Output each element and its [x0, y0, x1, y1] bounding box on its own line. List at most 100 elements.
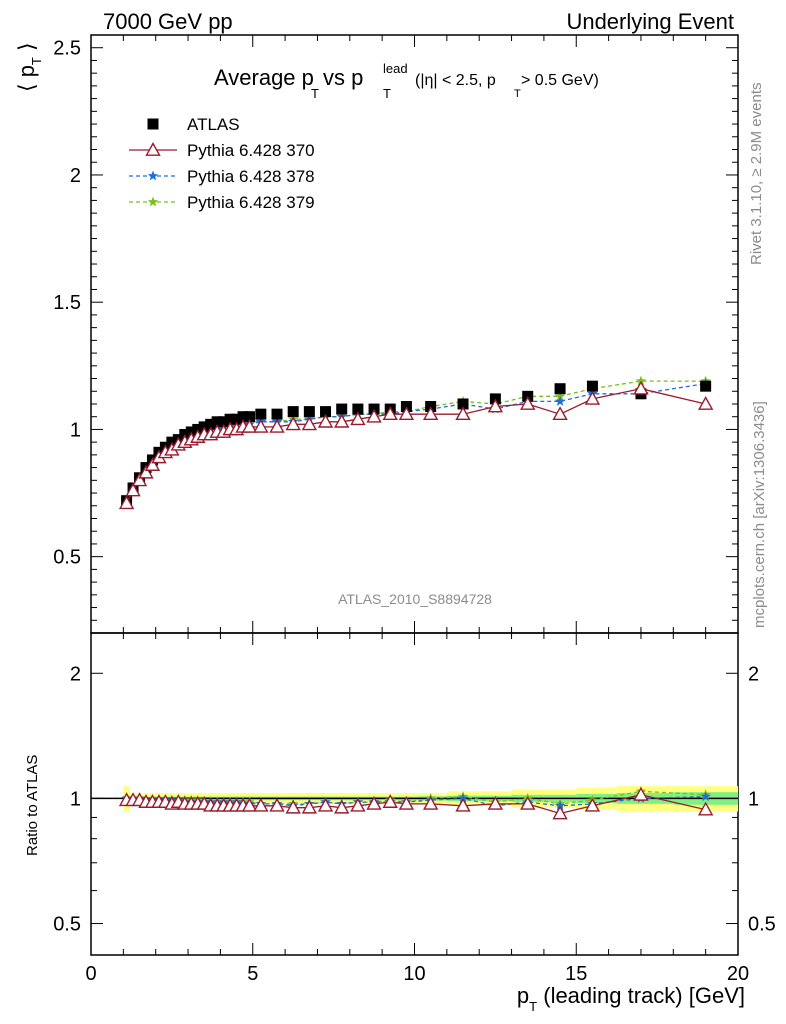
marker-triangle — [398, 795, 415, 810]
main-ytick-label: 2 — [70, 165, 81, 187]
marker-triangle — [584, 390, 601, 405]
marker-triangle — [584, 797, 601, 812]
marker-star — [554, 390, 566, 401]
marker-triangle — [241, 418, 258, 433]
marker-triangle — [253, 797, 269, 812]
title-cuts-a: (|η| < 2.5, p — [415, 72, 496, 89]
main-ytick-label: 2.5 — [53, 38, 81, 60]
side-label-mcplots: mcplots.cern.ch [arXiv:1306.3436] — [751, 401, 768, 628]
marker-triangle — [520, 396, 536, 410]
marker-triangle — [487, 795, 504, 810]
marker-triangle — [241, 797, 258, 812]
marker-triangle — [334, 799, 350, 814]
xtick-label: 20 — [727, 963, 749, 985]
marker-triangle — [422, 406, 439, 421]
xlabel-sub: T — [529, 999, 537, 1014]
series-pythia-6-428-378 — [121, 378, 711, 506]
marker-triangle — [697, 396, 714, 410]
title-cuts-b: > 0.5 GeV) — [521, 72, 599, 89]
header-left: 7000 GeV pp — [103, 9, 233, 34]
marker-triangle — [366, 408, 382, 423]
main-ytick-label: 0.5 — [53, 547, 81, 569]
marker-triangle — [285, 799, 301, 814]
marker-triangle — [382, 406, 398, 421]
marker-triangle — [520, 795, 536, 810]
marker-triangle — [269, 418, 285, 433]
marker-star — [554, 395, 566, 406]
marker-triangle — [697, 801, 714, 816]
marker-triangle — [285, 416, 301, 431]
title-vs-sub: T — [383, 86, 391, 101]
legend-item: ATLAS — [147, 115, 240, 134]
marker-triangle — [301, 799, 318, 814]
marker-square — [586, 380, 598, 392]
xlabel: pT (leading track) [GeV] — [517, 983, 745, 1014]
marker-square — [271, 408, 283, 420]
marker-square — [352, 403, 364, 415]
title-main: Average p — [214, 65, 314, 90]
marker-triangle — [145, 142, 161, 156]
marker-triangle — [487, 398, 504, 413]
marker-star — [700, 791, 711, 802]
marker-triangle — [144, 457, 161, 471]
marker-triangle — [422, 795, 439, 810]
ratio-ytick-label: 1 — [70, 788, 81, 810]
xlabel-rest: (leading track) [GeV] — [537, 983, 745, 1008]
legend-label: Pythia 6.428 370 — [187, 141, 315, 160]
ratio-ytick-label-right: 2 — [748, 663, 759, 685]
legend: ATLAS Pythia 6.428 370 Pythia 6.428 378 Pyt… — [129, 115, 315, 212]
main-series — [118, 375, 714, 510]
marker-triangle — [633, 380, 649, 395]
title-vs-sup: lead — [383, 61, 408, 76]
marker-square — [231, 413, 243, 425]
ratio-ytick-label: 2 — [70, 663, 81, 685]
ylabel-ratio: Ratio to ATLAS — [24, 755, 41, 856]
ratio-ytick-label: 0.5 — [53, 914, 81, 936]
marker-square — [147, 118, 159, 130]
ratio-series — [118, 785, 714, 820]
ratio-ytick-label-right: 1 — [748, 788, 759, 810]
header-right: Underlying Event — [566, 9, 734, 34]
marker-triangle — [552, 406, 568, 421]
marker-square — [255, 408, 267, 420]
main-axis-ticks: 0.5 1 1.5 2 2.5 — [53, 34, 739, 633]
series-pythia-6-428-370 — [118, 380, 714, 510]
marker-triangle — [382, 794, 398, 808]
marker-triangle — [633, 786, 649, 801]
marker-square — [211, 416, 223, 428]
marker-triangle — [138, 464, 154, 479]
ylabel-main: ⟨ pT ⟩ — [14, 42, 44, 92]
marker-square — [244, 411, 256, 423]
title-vs: vs p — [323, 65, 363, 90]
marker-triangle — [366, 795, 382, 810]
marker-triangle — [552, 805, 568, 820]
xtick-label: 5 — [247, 963, 258, 985]
marker-square — [287, 406, 299, 418]
series-line — [126, 382, 706, 501]
xtick-label: 10 — [403, 963, 425, 985]
marker-triangle — [455, 797, 471, 812]
series-pythia-6-428-370 — [118, 786, 714, 820]
marker-square — [218, 416, 230, 428]
marker-triangle — [350, 797, 366, 812]
series-line — [126, 380, 706, 501]
marker-triangle — [317, 797, 334, 812]
xlabel-p: p — [517, 983, 529, 1008]
ratio-ytick-label-right: 0.5 — [748, 914, 776, 936]
marker-square — [457, 398, 469, 410]
marker-triangle — [131, 472, 148, 487]
main-ytick-label: 1.5 — [53, 292, 81, 314]
marker-triangle — [269, 797, 285, 812]
marker-square — [237, 411, 249, 423]
analysis-id: ATLAS_2010_S8894728 — [338, 591, 492, 607]
legend-label: Pythia 6.428 378 — [187, 167, 315, 186]
ylabel-main-open: ⟨ p — [14, 65, 39, 92]
series-atlas — [121, 380, 712, 507]
ylabel-main-close: ⟩ — [14, 42, 39, 57]
marker-triangle — [455, 406, 471, 421]
title-main-sub: T — [311, 86, 319, 101]
marker-triangle — [253, 418, 269, 433]
marker-square — [224, 413, 236, 425]
marker-star — [635, 375, 647, 386]
